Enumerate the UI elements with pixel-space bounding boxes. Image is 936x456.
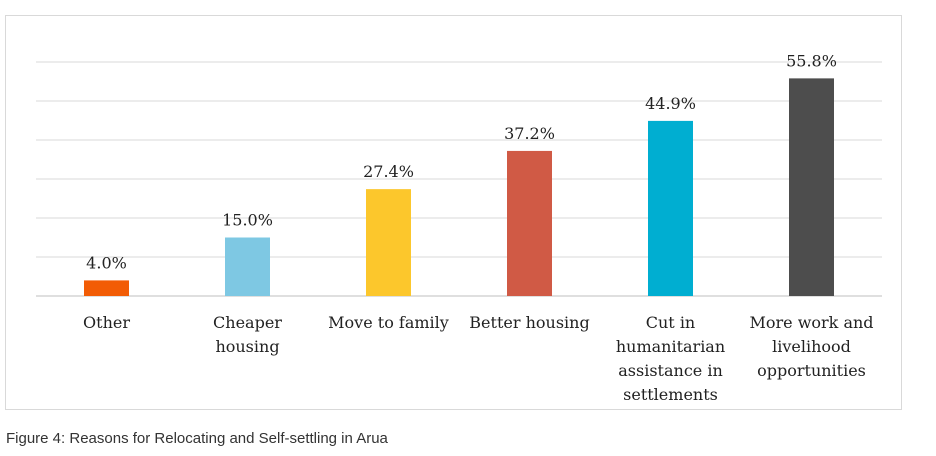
- bar: [789, 78, 834, 296]
- bar: [225, 237, 270, 296]
- bar: [648, 120, 693, 296]
- category-label: Better housing: [460, 311, 600, 335]
- category-label-line: housing: [215, 337, 280, 356]
- bar: [366, 189, 411, 296]
- bar: [84, 280, 129, 296]
- category-label: Other: [37, 311, 177, 335]
- category-label-line: Move to family: [328, 313, 449, 332]
- data-label: 15.0%: [222, 211, 273, 230]
- data-label: 37.2%: [504, 124, 555, 143]
- figure-caption: Figure 4: Reasons for Relocating and Sel…: [6, 430, 388, 447]
- category-label: Move to family: [319, 311, 459, 335]
- category-label-line: More work and: [749, 313, 874, 332]
- bar-chart: 4.0% 15.0% 27.4% 37.2% 44.9% 55.8%: [36, 51, 882, 297]
- data-label: 27.4%: [363, 162, 414, 181]
- category-label-line: livelihood: [772, 337, 851, 356]
- category-label: Cut in humanitarian assistance in settlemen…: [601, 311, 741, 407]
- category-label-line: humanitarian: [615, 337, 726, 356]
- bar: [507, 150, 552, 296]
- data-label: 4.0%: [86, 253, 127, 272]
- category-label-line: Better housing: [469, 313, 590, 332]
- data-label: 44.9%: [645, 94, 696, 113]
- category-label-line: assistance in: [618, 361, 723, 380]
- category-label-line: settlements: [623, 385, 718, 404]
- category-label-line: Other: [83, 313, 130, 332]
- category-label-line: Cut in: [645, 313, 696, 332]
- data-label: 55.8%: [786, 51, 837, 70]
- category-label: More work and livelihood opportunities: [742, 311, 882, 383]
- chart-frame: 4.0% 15.0% 27.4% 37.2% 44.9% 55.8% Other Cheap…: [5, 15, 902, 410]
- category-label-line: Cheaper: [213, 313, 282, 332]
- category-label-line: opportunities: [757, 361, 866, 380]
- category-label: Cheaper housing: [178, 311, 318, 359]
